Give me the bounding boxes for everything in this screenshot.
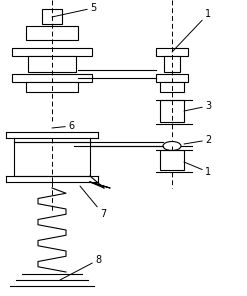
FancyBboxPatch shape: [164, 56, 180, 72]
FancyBboxPatch shape: [28, 56, 76, 72]
FancyBboxPatch shape: [160, 150, 184, 170]
FancyBboxPatch shape: [12, 74, 92, 82]
Text: 6: 6: [52, 121, 74, 131]
FancyBboxPatch shape: [12, 48, 92, 56]
Text: 2: 2: [184, 135, 211, 145]
FancyBboxPatch shape: [160, 100, 184, 122]
Text: 8: 8: [60, 255, 101, 280]
Text: 1: 1: [184, 162, 211, 177]
Text: 7: 7: [80, 186, 106, 219]
FancyBboxPatch shape: [26, 82, 78, 92]
FancyBboxPatch shape: [42, 9, 62, 24]
FancyBboxPatch shape: [156, 74, 188, 82]
FancyBboxPatch shape: [160, 82, 184, 92]
Text: 3: 3: [184, 101, 211, 111]
FancyBboxPatch shape: [156, 48, 188, 56]
FancyBboxPatch shape: [26, 26, 78, 40]
Text: 1: 1: [172, 9, 211, 52]
FancyBboxPatch shape: [14, 142, 90, 176]
Text: 5: 5: [52, 3, 96, 17]
Ellipse shape: [163, 141, 181, 150]
